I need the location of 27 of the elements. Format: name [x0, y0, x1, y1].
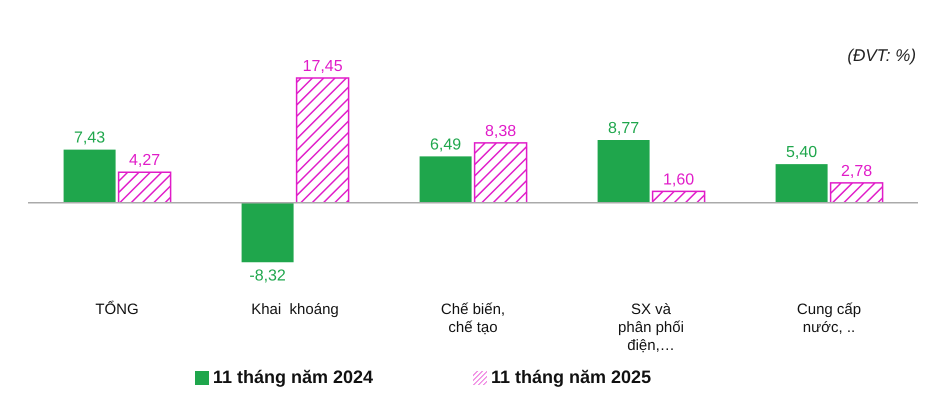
bar [830, 182, 884, 204]
x-tick-label: Cung cấp nước, .. [796, 301, 862, 336]
data-label: 1,60 [663, 171, 694, 188]
data-label: 6,49 [430, 136, 462, 154]
data-label: -8,32 [249, 267, 286, 284]
x-tick-label: Chế biến, chế tạo [440, 301, 506, 336]
bar [420, 156, 472, 203]
bar [474, 142, 528, 204]
x-tick-label: SX và phân phối điện,… [618, 301, 684, 354]
legend-label: 11 tháng năm 2025 [491, 367, 652, 387]
data-label: 5,40 [786, 144, 818, 162]
bar [776, 164, 828, 203]
bar [64, 150, 116, 203]
data-label: 7,43 [74, 130, 106, 147]
bar [118, 171, 172, 204]
data-label: 2,78 [841, 162, 872, 180]
legend-label: 11 tháng năm 2024 [212, 367, 373, 387]
x-tick-label: Khai khoáng [251, 301, 339, 318]
bar [598, 140, 650, 203]
bar [296, 77, 350, 204]
data-label: 4,27 [129, 152, 160, 170]
data-label: 8,77 [608, 120, 640, 138]
data-label: 17,45 [302, 58, 343, 75]
x-tick-label: TỔNG [95, 300, 139, 318]
text: (ĐVT: %) [847, 46, 916, 66]
data-label: 8,38 [485, 122, 516, 140]
bar [242, 202, 294, 262]
